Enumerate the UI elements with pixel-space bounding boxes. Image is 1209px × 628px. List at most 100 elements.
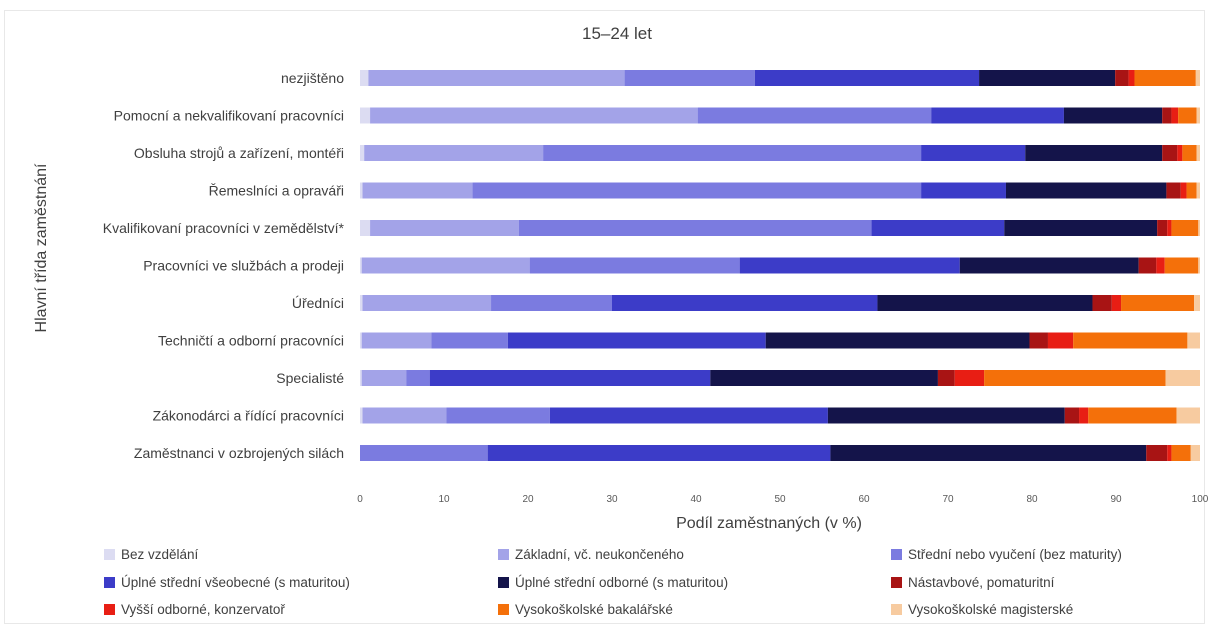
bar-segment: [360, 332, 362, 349]
bar-segment: [491, 295, 612, 311]
bar-segment: [543, 145, 922, 161]
bar-segment: [984, 370, 1166, 386]
legend-swatch: [104, 603, 115, 615]
x-tick-label: 50: [774, 494, 786, 505]
bar-segment: [954, 370, 985, 386]
bar-segment: [364, 145, 544, 161]
bar-segment: [472, 182, 922, 199]
bar-segment: [529, 257, 740, 274]
bar-segment: [710, 370, 938, 386]
bar-segment: [1115, 70, 1129, 86]
bar-segment: [507, 332, 766, 349]
bar-segment: [921, 182, 1006, 199]
bar-segment: [979, 70, 1116, 86]
bar-segment: [1121, 295, 1195, 311]
legend-swatch: [104, 576, 115, 588]
legend-swatch: [104, 548, 115, 560]
bar-segment: [360, 70, 369, 86]
x-tick-label: 40: [690, 494, 702, 505]
bar-segment: [1195, 70, 1200, 86]
legend-swatch: [498, 576, 509, 588]
bar-segment: [1196, 145, 1200, 161]
category-labels: nezjištěno Pomocní a nekvalifikovaní prac…: [103, 70, 345, 461]
bar-segment: [1176, 407, 1200, 424]
bar-segment: [1178, 107, 1197, 124]
category-label: Pracovníci ve službách a prodeji: [143, 258, 344, 274]
bar-segment: [624, 70, 755, 86]
bar-segment: [1171, 445, 1191, 461]
legend-label: Střední nebo vyučení (bez maturity): [908, 546, 1122, 562]
legend-label: Bez vzdělání: [121, 546, 199, 562]
bar-segment: [361, 257, 530, 274]
legend-label: Vysokoškolské bakalářské: [515, 601, 673, 617]
legend-item: Základní, vč. neukončeného: [498, 544, 684, 564]
bar-segment: [368, 70, 625, 86]
bar-segment: [1177, 145, 1183, 161]
bar-segment: [765, 332, 1030, 349]
bar-segment: [1128, 70, 1135, 86]
legend-swatch: [891, 576, 902, 588]
bar-segment: [362, 407, 447, 424]
bar-segment: [612, 295, 878, 311]
bar-segment: [360, 145, 365, 161]
bar-segment: [1167, 220, 1172, 236]
category-label: Zákonodárci a řídící pracovníci: [153, 408, 344, 424]
bar-segment: [1004, 220, 1158, 236]
bar-segment: [406, 370, 430, 386]
bar-segment: [1092, 295, 1112, 311]
bar-segment: [1171, 107, 1179, 124]
bar-segment: [1196, 182, 1200, 199]
x-tick-label: 0: [357, 494, 363, 505]
legend-swatch: [498, 603, 509, 615]
bar-segment: [1146, 445, 1168, 461]
chart-frame: [4, 10, 1205, 624]
category-label: Úředníci: [292, 295, 344, 311]
bar-segment: [362, 295, 492, 311]
category-label: Techničtí a odborní pracovníci: [158, 333, 344, 349]
bar-segment: [1198, 220, 1200, 236]
bar-segment: [360, 257, 362, 274]
x-axis-ticks: 0 10 20 30 40 50 60 70 80 90 100: [357, 494, 1209, 505]
legend-item: Úplné střední všeobecné (s maturitou): [104, 572, 350, 592]
bar-segment: [1171, 220, 1199, 236]
bar-segment: [830, 445, 1147, 461]
legend-label: Nástavbové, pomaturitní: [908, 574, 1055, 590]
bar-segment: [1167, 445, 1172, 461]
bar-segment: [931, 107, 1064, 124]
legend-item: Vyšší odborné, konzervatoř: [104, 599, 285, 619]
legend-item: Vysokoškolské magisterské: [891, 599, 1073, 619]
x-tick-label: 20: [522, 494, 534, 505]
bar-segment: [1088, 407, 1177, 424]
bar-segment: [360, 107, 371, 124]
bar-segment: [1064, 407, 1080, 424]
x-tick-label: 60: [858, 494, 870, 505]
bar-segment: [1187, 332, 1200, 349]
bar-segment: [1162, 145, 1178, 161]
bar-segment: [754, 70, 980, 86]
bar-segment: [431, 332, 508, 349]
bar-segment: [360, 445, 488, 461]
bar-segment: [518, 220, 872, 236]
legend-item: Bez vzdělání: [104, 544, 198, 564]
bar-segment: [360, 370, 362, 386]
bar-segment: [1063, 107, 1163, 124]
legend-label: Vyšší odborné, konzervatoř: [121, 601, 285, 617]
bar-segment: [360, 182, 363, 199]
bar-segment: [937, 370, 955, 386]
legend-label: Úplné střední odborné (s maturitou): [515, 574, 729, 590]
category-label: Specialisté: [276, 370, 344, 386]
bar-segment: [361, 332, 432, 349]
bar-segment: [1180, 182, 1187, 199]
bar-segment: [1005, 182, 1167, 199]
bar-segment: [921, 145, 1026, 161]
bar-segment: [827, 407, 1065, 424]
bar-segment: [1194, 295, 1200, 311]
bar-segment: [1166, 182, 1181, 199]
x-tick-label: 100: [1192, 494, 1209, 505]
bar-segment: [1190, 445, 1200, 461]
bar-segment: [739, 257, 960, 274]
bar-segment: [1157, 220, 1168, 236]
x-tick-label: 70: [942, 494, 954, 505]
bar-segment: [1164, 257, 1199, 274]
